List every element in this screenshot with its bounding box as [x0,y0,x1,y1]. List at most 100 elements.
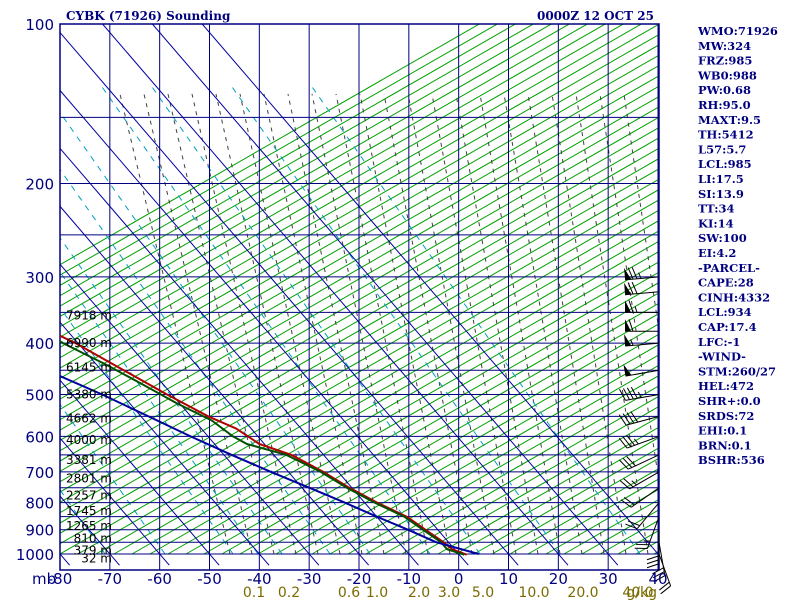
mixing-ratio-line [60,236,283,555]
dry-adiabat [60,147,659,493]
dry-adiabat [167,271,659,555]
pressure-tick-label: 200 [25,176,54,194]
dewpoint-trace [60,340,465,556]
index-value: TH:5412 [698,128,754,142]
pressure-tick-label: 1000 [16,546,54,564]
wind-barb [625,319,659,332]
dry-adiabat [60,54,659,400]
mixing-ratio-label: 10.0 [518,585,549,600]
index-value: CAPE:28 [698,276,754,290]
dry-adiabat [185,281,659,555]
index-value: PW:0.68 [698,83,751,97]
wind-barb [624,281,660,296]
mixing-ratio-label: 0.2 [278,585,300,600]
dry-adiabat [293,343,659,555]
grid [59,23,660,571]
wind-barb [624,266,660,281]
height-label: 5380 m [66,387,112,401]
dry-adiabat [60,24,517,286]
index-value: TT:34 [698,202,735,216]
skewed-isotherm [60,147,419,566]
skewed-isotherm [0,24,20,565]
dry-adiabat [60,199,659,545]
moist-adiabat [215,93,319,555]
mixing-ratio-label: 5.0 [472,585,494,600]
skewed-isotherm [201,24,659,556]
moist-adiabat [119,93,231,555]
pressure-tick-label: 700 [25,464,54,482]
moist-adiabat [479,93,561,555]
moist-adiabat [551,93,627,555]
moist-adiabat [455,93,539,555]
height-label: 6990 m [66,336,112,350]
index-value: HEL:472 [698,379,754,393]
skewed-isotherm [60,31,519,566]
temperature-tick-label: -40 [247,570,272,588]
index-value: LCL:934 [698,305,752,319]
temperature-trace [60,334,468,556]
skewed-isotherm [60,263,320,566]
sounding-traces [60,334,479,556]
mixing-ratio-unit: g/kg [626,585,657,600]
index-value: WMO:71926 [697,24,778,38]
moist-adiabat [359,93,451,555]
index-value: RH:95.0 [698,98,751,112]
dry-adiabat [239,312,659,555]
moist-adiabat [263,93,363,555]
mixing-ratio-label: 0.1 [243,585,265,600]
dry-adiabat [383,395,659,555]
wind-barb [619,386,660,401]
moist-adiabat [383,93,473,555]
pressure-tick-label: 900 [25,522,54,540]
skewed-isotherm [60,321,270,566]
dry-adiabat [77,219,659,555]
skewed-isotherm [60,379,220,566]
moist-adiabat [167,93,275,555]
index-value: SRDS:72 [698,409,754,423]
dry-adiabat [60,24,607,338]
moist-adiabat [287,93,385,555]
temperature-tick-label: 0 [454,570,464,588]
index-value: STM:260/27 [698,364,776,378]
index-value: SHR+:0.0 [698,394,761,408]
height-label: 4662 m [66,411,112,425]
dry-adiabat [455,436,659,555]
stability-indices: WMO:71926MW:324FRZ:985WB0:988PW:0.68RH:9… [697,24,778,467]
index-value: BSHR:536 [698,453,765,467]
moist-adiabat [407,93,495,555]
index-value: SI:13.9 [698,187,744,201]
height-label: 379 m [74,544,112,558]
moist-adiabat [623,93,659,335]
wind-barb [646,529,660,569]
temperature-tick-label: -10 [397,570,422,588]
pressure-tick-label: 300 [25,269,54,287]
moist-adiabat [527,93,605,555]
dry-adiabat [437,426,659,555]
temperature-tick-label: -30 [297,570,322,588]
mixing-ratio-label: 1.0 [366,585,388,600]
index-value: -PARCEL- [698,261,760,275]
dry-adiabat [401,405,659,555]
wind-barb [652,542,666,583]
skewed-isotherm [60,205,370,566]
moist-adiabat [431,93,517,555]
index-value: EHI:0.1 [698,424,747,438]
mixing-ratio-label: 2.0 [408,585,430,600]
index-value: FRZ:985 [698,54,752,68]
temperature-tick-label: 20 [549,570,568,588]
skewed-isotherm [151,24,619,566]
moist-adiabat [239,93,341,555]
index-value: LFC:-1 [698,335,740,349]
dry-adiabat [221,302,659,555]
mixing-ratio-label: 40.0 [622,585,653,600]
height-label: 1265 m [66,519,112,533]
moist-adiabat [335,93,429,555]
height-label: 3381 m [66,453,112,467]
dry-adiabat [60,44,659,390]
mixing-ratio-label: 0.6 [338,585,360,600]
pressure-tick-label: 600 [25,428,54,446]
height-label: 2801 m [66,471,112,485]
dry-adiabat [149,261,659,555]
moist-adiabat [503,93,583,555]
